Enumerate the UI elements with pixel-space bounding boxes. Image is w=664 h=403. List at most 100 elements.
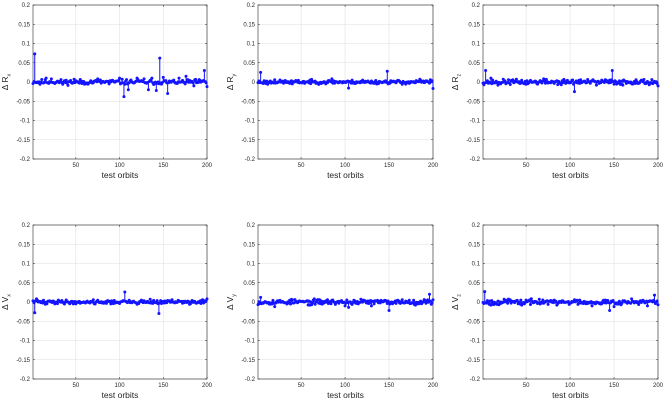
x-tick-label: 50 — [298, 383, 305, 389]
x-tick-label: 200 — [428, 163, 439, 169]
subplot-2: 0.2 0.15 0.1 0.05 0 -0.05 -0.1 -0.15 -0.2 50 100 15… — [225, 3, 439, 180]
data-point — [259, 70, 263, 74]
data-point — [120, 77, 124, 81]
data-point — [630, 297, 634, 301]
y-tick-label: -0.2 — [470, 157, 481, 163]
data-point — [312, 297, 316, 301]
data-point — [483, 290, 487, 294]
x-tick-label: 100 — [340, 163, 351, 169]
y-tick-label: 0.1 — [247, 262, 256, 268]
y-tick-label: 0 — [477, 80, 481, 86]
y-tick-label: 0.2 — [472, 3, 481, 9]
data-point — [166, 92, 170, 96]
data-point — [546, 302, 550, 306]
data-point — [400, 298, 404, 302]
x-axis-label: test orbits — [327, 170, 364, 180]
y-tick-label: 0 — [27, 300, 31, 306]
x-axis-label: test orbits — [102, 170, 139, 180]
data-point — [202, 68, 206, 72]
data-point — [309, 82, 313, 86]
data-point — [633, 81, 637, 85]
x-tick-label: 50 — [523, 163, 530, 169]
y-tick-label: 0.15 — [18, 22, 30, 28]
data-point — [66, 83, 70, 87]
data-point — [617, 299, 621, 303]
data-point — [158, 56, 162, 60]
data-point — [161, 75, 165, 79]
data-point — [559, 83, 563, 87]
data-point — [157, 312, 161, 316]
x-tick-label: 200 — [653, 383, 664, 389]
data-point — [515, 298, 519, 302]
data-point — [655, 299, 659, 303]
data-point — [123, 290, 127, 294]
x-tick-label: 200 — [202, 163, 213, 169]
y-tick-label: -0.2 — [470, 377, 481, 383]
y-tick-label: -0.2 — [20, 157, 31, 163]
data-point — [290, 298, 294, 302]
y-tick-label: 0.15 — [468, 22, 480, 28]
y-tick-label: -0.15 — [241, 358, 255, 364]
data-point — [329, 302, 333, 306]
y-tick-label: 0.15 — [18, 242, 30, 248]
data-point — [205, 85, 209, 89]
x-tick-label: 50 — [523, 383, 530, 389]
y-tick-label: 0.15 — [468, 242, 480, 248]
x-tick-label: 150 — [384, 163, 395, 169]
data-point — [353, 299, 357, 303]
data-point — [394, 301, 398, 305]
y-tick-label: 0.05 — [243, 61, 255, 67]
y-tick-label: 0.05 — [18, 61, 30, 67]
data-point — [578, 298, 582, 302]
data-point — [572, 90, 576, 94]
data-point — [125, 78, 129, 82]
y-tick-label: 0.1 — [22, 42, 31, 48]
y-tick-label: -0.1 — [245, 119, 256, 125]
y-tick-label: -0.2 — [245, 377, 256, 383]
data-point — [45, 302, 49, 306]
x-tick-label: 50 — [298, 163, 305, 169]
data-point — [146, 88, 150, 92]
data-point — [620, 301, 624, 305]
data-point — [519, 298, 523, 302]
subplot-1: 0.2 0.15 0.1 0.05 0 -0.05 -0.1 -0.15 -0.2 50 100 15… — [0, 3, 213, 180]
data-point — [199, 302, 203, 306]
x-tick-label: 100 — [340, 383, 351, 389]
data-point — [652, 293, 656, 297]
data-point — [98, 78, 102, 82]
data-point — [610, 68, 614, 72]
x-axis-label: test orbits — [552, 170, 589, 180]
x-tick-label: 150 — [158, 163, 169, 169]
data-point — [431, 298, 435, 302]
data-point — [345, 298, 349, 302]
y-tick-label: -0.15 — [241, 138, 255, 144]
x-tick-label: 100 — [115, 383, 126, 389]
y-tick-label: -0.05 — [466, 99, 480, 105]
data-point — [123, 82, 127, 86]
data-point — [508, 83, 512, 87]
y-axis-label: Δ Rz — [450, 74, 463, 91]
data-point — [374, 78, 378, 82]
y-tick-label: 0.05 — [468, 61, 480, 67]
data-point — [617, 79, 621, 83]
data-point — [313, 302, 317, 306]
x-axis-label: test orbits — [552, 390, 589, 400]
data-point — [484, 68, 488, 72]
y-tick-label: 0.1 — [247, 42, 256, 48]
data-point — [489, 303, 493, 307]
data-point — [172, 78, 176, 82]
y-tick-label: 0.05 — [243, 281, 255, 287]
data-point — [347, 305, 351, 309]
x-tick-label: 100 — [565, 163, 576, 169]
data-point — [612, 305, 616, 309]
y-tick-label: 0.2 — [247, 3, 256, 9]
y-tick-label: 0.1 — [472, 42, 481, 48]
data-point — [386, 299, 390, 303]
y-tick-label: 0 — [27, 80, 31, 86]
data-point — [489, 76, 493, 80]
data-point — [496, 83, 500, 87]
data-point — [430, 79, 434, 83]
data-point — [503, 79, 507, 83]
data-point — [59, 78, 63, 82]
